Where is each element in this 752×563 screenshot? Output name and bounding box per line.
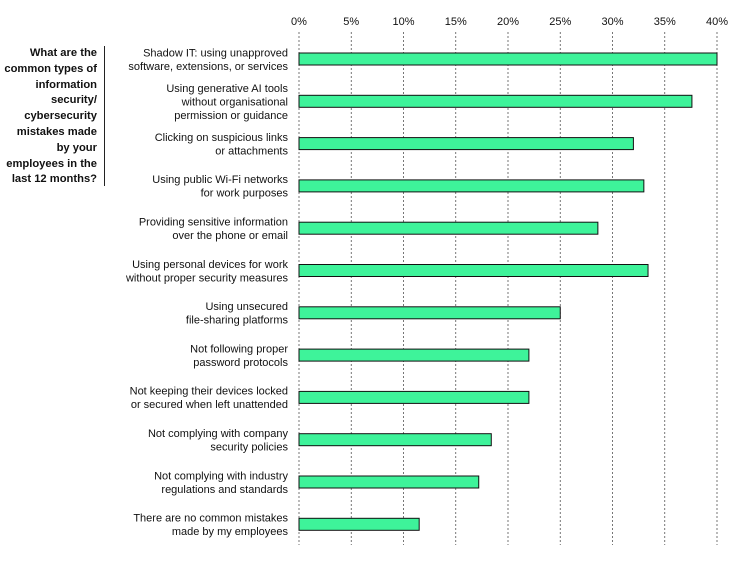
category-label: Clicking on suspicious links or attachmen… <box>155 132 289 158</box>
category-label: There are no common mistakes made by my e… <box>133 513 288 539</box>
category-label-line: password protocols <box>193 357 288 369</box>
bar <box>298 517 420 531</box>
category-label: Shadow IT: using unapproved software, ext… <box>128 47 288 73</box>
category-label: Not complying with industry regulations a… <box>154 470 288 496</box>
x-tick-label: 25% <box>549 16 571 28</box>
bar <box>298 137 634 151</box>
category-label-line: security policies <box>210 441 288 453</box>
category-label: Not following proper password protocols <box>190 343 288 369</box>
bar <box>298 52 718 66</box>
category-labels: Shadow IT: using unapproved software, ext… <box>125 47 289 538</box>
bar <box>298 264 649 277</box>
gridlines <box>298 32 718 545</box>
bar <box>298 306 561 320</box>
category-label-line: for work purposes <box>201 188 289 200</box>
category-label-line: without organisational <box>181 96 288 108</box>
category-label-line: There are no common mistakes <box>133 513 288 525</box>
category-label-line: permission or guidance <box>174 110 288 122</box>
x-tick-label: 30% <box>601 16 623 28</box>
bar <box>298 475 480 489</box>
category-label-line: Clicking on suspicious links <box>155 132 289 144</box>
x-tick-label: 15% <box>445 16 467 28</box>
question-divider <box>104 46 105 186</box>
x-tick-label: 35% <box>654 16 676 28</box>
category-label-line: Not complying with company <box>148 428 289 440</box>
x-tick-label: 5% <box>343 16 359 28</box>
category-label-line: Not keeping their devices locked <box>130 386 288 398</box>
category-label-line: Not following proper <box>190 343 288 355</box>
bar <box>298 94 693 108</box>
category-label: Using personal devices for work without p… <box>125 259 289 285</box>
x-tick-label: 40% <box>706 16 728 28</box>
category-label: Not complying with company security polic… <box>148 428 289 454</box>
x-tick-label: 0% <box>291 16 307 28</box>
category-label-line: Not complying with industry <box>154 470 288 482</box>
bar <box>298 179 645 193</box>
category-label: Using generative AI tools without organis… <box>166 83 288 122</box>
category-label-line: Using unsecured <box>205 301 288 313</box>
x-tick-label: 10% <box>392 16 414 28</box>
survey-question: What are the common types of information… <box>4 47 97 186</box>
category-label-line: Using generative AI tools <box>166 83 288 95</box>
x-tick-label: 20% <box>497 16 519 28</box>
category-label-line: regulations and standards <box>161 484 288 496</box>
category-label: Using public Wi-Fi networks for work purp… <box>152 174 288 200</box>
category-label-line: or attachments <box>215 145 288 157</box>
category-label-line: over the phone or email <box>172 230 288 242</box>
category-label-line: file-sharing platforms <box>186 315 289 327</box>
bar <box>298 221 599 235</box>
category-label-line: Shadow IT: using unapproved <box>143 47 288 59</box>
category-label-line: or secured when left unattended <box>131 399 288 411</box>
category-label-line: Using personal devices for work <box>132 259 288 271</box>
category-label-line: Using public Wi-Fi networks <box>152 174 288 186</box>
category-label-line: without proper security measures <box>125 272 289 284</box>
category-label-line: Providing sensitive information <box>139 216 288 228</box>
bar <box>298 390 530 404</box>
bars <box>298 52 718 531</box>
bar <box>298 348 530 362</box>
category-label: Using unsecured file-sharing platforms <box>186 301 289 327</box>
category-label-line: made by my employees <box>172 526 289 538</box>
x-axis-ticks: 0% 5% 10% 15% 20% 25% 30% 35% 40% <box>291 16 728 28</box>
bar <box>298 433 492 447</box>
category-label: Not keeping their devices locked or secur… <box>130 386 288 412</box>
category-label: Providing sensitive information over the … <box>139 216 288 242</box>
category-label-line: software, extensions, or services <box>128 61 288 73</box>
